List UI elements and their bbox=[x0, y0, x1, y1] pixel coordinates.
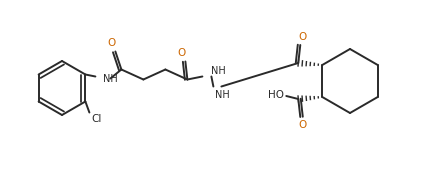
Text: O: O bbox=[107, 39, 116, 49]
Text: Cl: Cl bbox=[92, 115, 102, 124]
Text: O: O bbox=[298, 120, 306, 130]
Text: NH: NH bbox=[215, 90, 230, 99]
Text: NH: NH bbox=[103, 74, 118, 83]
Text: NH: NH bbox=[211, 67, 226, 77]
Text: O: O bbox=[177, 49, 186, 58]
Text: O: O bbox=[298, 32, 306, 42]
Text: HO: HO bbox=[268, 90, 284, 100]
